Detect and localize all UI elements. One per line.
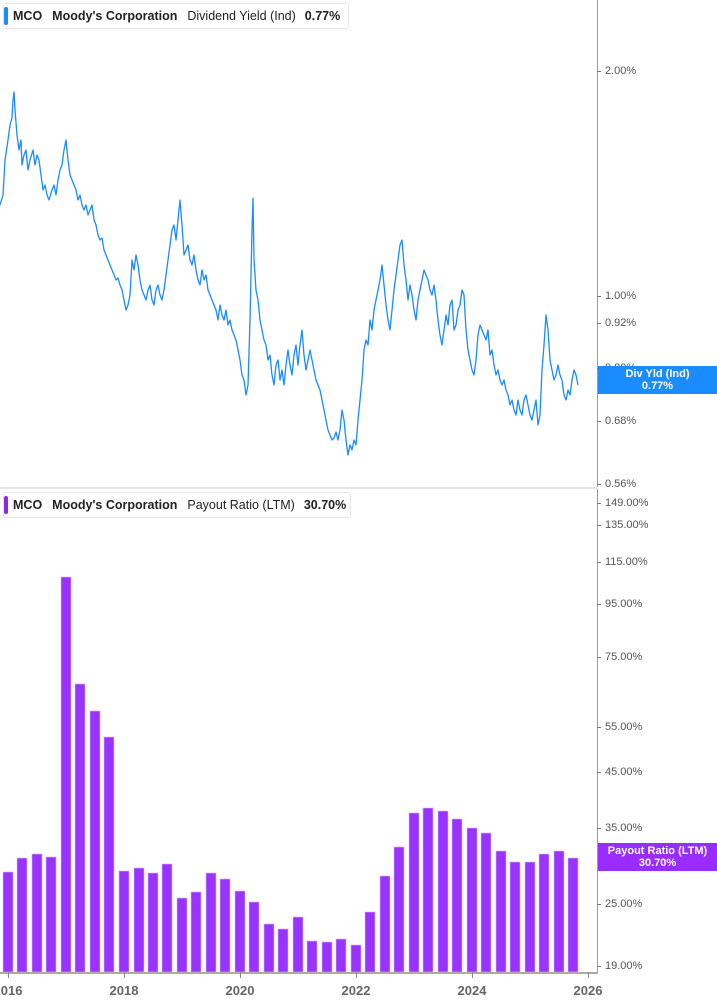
payout-ratio-bar: [408, 812, 420, 973]
legend-value: 30.70%: [303, 498, 347, 512]
y-tick: 2.00%: [597, 65, 636, 77]
payout-ratio-bar: [263, 923, 275, 973]
legend-color-swatch: [4, 7, 8, 25]
payout-ratio-bar: [74, 683, 86, 973]
panel-separator[interactable]: [0, 487, 597, 489]
x-tick-mark: [124, 972, 125, 978]
legend-ticker: MCO: [13, 498, 43, 512]
dividend-yield-line-chart: [0, 91, 579, 456]
flag-value: 0.77%: [641, 380, 674, 392]
dividend-yield-y-axis: [597, 0, 598, 487]
dividend-yield-last-value-flag: Div Yld (Ind) 0.77%: [598, 366, 717, 394]
y-tick: 75.00%: [597, 651, 642, 663]
payout-ratio-bar: [16, 857, 28, 973]
legend-value: 0.77%: [304, 9, 341, 23]
payout-ratio-bar: [31, 853, 43, 973]
payout-ratio-bar: [364, 911, 376, 973]
y-tick: 45.00%: [597, 766, 642, 778]
flag-label: Div Yld (Ind): [625, 368, 690, 380]
y-tick: 95.00%: [597, 598, 642, 610]
payout-ratio-bar: [176, 897, 188, 973]
payout-ratio-bar: [393, 846, 405, 973]
payout-ratio-bar: [292, 916, 304, 973]
legend-ticker: MCO: [13, 9, 43, 23]
payout-ratio-bar: [379, 875, 391, 973]
dividend-yield-legend[interactable]: MCO Moody's Corporation Dividend Yield (…: [3, 3, 349, 29]
payout-ratio-bar: [335, 938, 347, 973]
payout-ratio-legend[interactable]: MCO Moody's Corporation Payout Ratio (LT…: [3, 492, 351, 518]
payout-ratio-bar: [118, 870, 130, 973]
payout-ratio-bar: [538, 853, 550, 973]
legend-metric: Dividend Yield (Ind): [187, 9, 296, 23]
flag-value: 30.70%: [638, 857, 677, 869]
payout-ratio-last-value-flag: Payout Ratio (LTM) 30.70%: [598, 843, 717, 871]
x-tick-label: 2018: [109, 983, 139, 998]
x-tick-label: 2022: [341, 983, 371, 998]
payout-ratio-bar: [133, 867, 145, 973]
x-tick-mark: [472, 972, 473, 978]
y-tick: 25.00%: [597, 898, 642, 910]
payout-ratio-bar: [480, 832, 492, 973]
payout-ratio-bar: [190, 891, 202, 973]
x-axis: [0, 972, 598, 974]
y-tick: 0.56%: [597, 478, 636, 490]
flag-label: Payout Ratio (LTM): [607, 845, 708, 857]
payout-ratio-bar: [205, 872, 217, 973]
payout-ratio-bar: [437, 810, 449, 973]
legend-company: Moody's Corporation: [52, 9, 178, 23]
payout-ratio-bar: [60, 576, 72, 973]
payout-ratio-bar: [553, 850, 565, 973]
payout-ratio-bar: [495, 850, 507, 973]
x-tick-label: 2026: [573, 983, 603, 998]
legend-company: Moody's Corporation: [52, 498, 178, 512]
x-tick-mark: [356, 972, 357, 978]
payout-ratio-bar: [422, 807, 434, 973]
x-tick-mark: [240, 972, 241, 978]
y-tick: 135.00%: [597, 519, 648, 531]
payout-ratio-bar: [147, 872, 159, 973]
y-tick: 1.00%: [597, 290, 636, 302]
payout-ratio-bar: [524, 861, 536, 973]
payout-ratio-bar: [451, 818, 463, 973]
payout-ratio-bar: [234, 890, 246, 973]
y-tick: 115.00%: [597, 556, 648, 568]
payout-ratio-bar: [89, 710, 101, 973]
y-tick: 0.68%: [597, 415, 636, 427]
payout-ratio-bar: [248, 901, 260, 973]
payout-ratio-bar: [306, 940, 318, 973]
payout-ratio-bar: [45, 856, 57, 973]
legend-metric: Payout Ratio (LTM): [187, 498, 295, 512]
x-tick-mark: [588, 972, 589, 978]
y-tick: 0.92%: [597, 317, 636, 329]
x-tick-mark: [8, 972, 9, 978]
payout-ratio-bar: [2, 871, 14, 973]
y-tick: 19.00%: [597, 960, 642, 972]
payout-ratio-bar: [103, 736, 115, 973]
payout-ratio-bar: [277, 928, 289, 973]
payout-ratio-bar: [161, 863, 173, 973]
legend-color-swatch: [4, 496, 8, 514]
y-tick: 35.00%: [597, 822, 642, 834]
y-tick: 55.00%: [597, 721, 642, 733]
payout-ratio-bar: [321, 941, 333, 973]
payout-ratio-bar: [567, 857, 579, 973]
payout-ratio-bar: [219, 878, 231, 973]
x-tick-label: 2020: [225, 983, 255, 998]
payout-ratio-bar: [466, 827, 478, 973]
y-tick: 149.00%: [597, 497, 648, 509]
x-tick-label: 2016: [0, 983, 23, 998]
payout-ratio-bar: [350, 944, 362, 973]
payout-ratio-bar: [509, 861, 521, 973]
x-tick-label: 2024: [457, 983, 487, 998]
